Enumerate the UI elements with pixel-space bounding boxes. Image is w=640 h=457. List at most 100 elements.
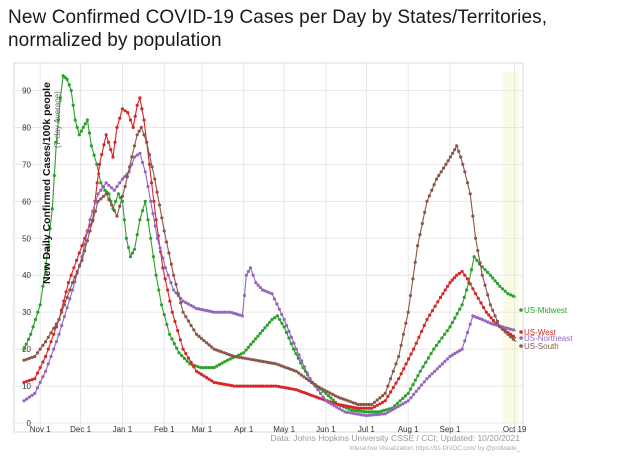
data-point: [67, 83, 71, 87]
data-point: [266, 360, 271, 365]
data-point: [27, 395, 31, 399]
data-point: [362, 410, 366, 414]
data-point: [173, 319, 177, 323]
data-point: [476, 249, 480, 253]
data-point: [386, 410, 390, 414]
data-point: [337, 407, 341, 411]
data-point: [389, 390, 393, 394]
data-point: [227, 383, 231, 387]
data-point: [123, 109, 127, 113]
data-point: [271, 361, 276, 365]
data-point: [143, 170, 147, 174]
data-point: [46, 347, 50, 351]
data-point: [362, 413, 366, 417]
data-point: [194, 332, 199, 336]
data-point: [426, 356, 430, 360]
chart-title: New Confirmed COVID-19 Cases per Day by …: [8, 6, 633, 52]
data-point: [215, 364, 219, 368]
data-point: [269, 361, 273, 365]
data-point: [172, 273, 176, 277]
data-point: [472, 255, 476, 259]
data-point: [402, 367, 406, 371]
data-point: [33, 391, 37, 395]
y-tick-label: 80: [22, 123, 31, 132]
data-point: [406, 310, 410, 314]
data-point: [364, 414, 368, 418]
data-point: [386, 384, 390, 388]
data-point: [401, 402, 405, 406]
data-point: [95, 162, 99, 166]
y-tick-label: 60: [22, 197, 31, 206]
data-point: [146, 184, 150, 189]
data-point: [275, 302, 279, 306]
data-point: [258, 331, 262, 335]
data-point: [425, 317, 429, 322]
data-point: [388, 409, 392, 413]
data-point: [204, 366, 208, 370]
data-point: [351, 411, 355, 415]
data-point: [425, 199, 429, 203]
data-point: [425, 377, 429, 381]
data-point: [309, 380, 313, 384]
data-point: [440, 362, 444, 366]
data-point: [210, 379, 214, 383]
data-point: [238, 384, 242, 388]
data-point: [178, 338, 182, 342]
data-point: [401, 332, 405, 336]
data-point: [85, 118, 89, 122]
data-point: [78, 264, 82, 268]
source-note: Data: Johns Hopkins University CSSE / CC…: [271, 433, 521, 443]
data-point: [307, 378, 311, 383]
data-point: [299, 390, 303, 394]
data-point: [450, 353, 454, 357]
data-point: [179, 301, 183, 305]
data-point: [359, 406, 363, 410]
data-point: [282, 365, 286, 369]
data-point: [383, 399, 387, 403]
data-point: [31, 325, 35, 329]
data-point: [235, 312, 240, 316]
data-point: [359, 402, 363, 407]
data-point: [324, 399, 328, 403]
x-tick-label: May 1: [273, 425, 295, 434]
data-point: [375, 403, 379, 407]
data-point: [420, 221, 424, 226]
data-point: [478, 261, 482, 265]
data-point: [115, 214, 119, 218]
data-point: [509, 332, 513, 336]
data-point: [428, 374, 432, 378]
data-point: [52, 332, 56, 336]
data-point: [73, 275, 77, 279]
data-point: [168, 332, 172, 336]
y-tick-label: 70: [22, 160, 31, 169]
data-point: [460, 303, 464, 307]
data-point: [379, 409, 383, 413]
chart-title-line1: New Confirmed COVID-19 Cases per Day by …: [8, 7, 548, 28]
data-point: [367, 410, 371, 414]
data-point: [280, 312, 284, 316]
data-point: [184, 315, 188, 319]
data-point: [35, 386, 40, 390]
data-point: [80, 258, 84, 262]
data-point: [192, 305, 196, 309]
data-point: [486, 293, 490, 297]
data-point: [210, 345, 214, 349]
data-point: [123, 184, 127, 189]
data-point: [225, 358, 230, 362]
x-tick-label: Sep 1: [439, 425, 460, 434]
data-point: [438, 364, 442, 368]
data-point: [99, 197, 103, 201]
data-point: [22, 380, 26, 384]
data-point: [120, 194, 124, 198]
data-point: [243, 356, 247, 360]
data-point: [29, 332, 33, 336]
data-point: [471, 214, 475, 218]
data-point: [273, 316, 277, 320]
data-point: [25, 357, 29, 361]
data-point: [259, 359, 263, 363]
data-point: [172, 288, 176, 292]
data-point: [409, 387, 413, 391]
data-point: [253, 337, 258, 341]
data-point: [269, 384, 273, 388]
data-point: [339, 396, 343, 400]
